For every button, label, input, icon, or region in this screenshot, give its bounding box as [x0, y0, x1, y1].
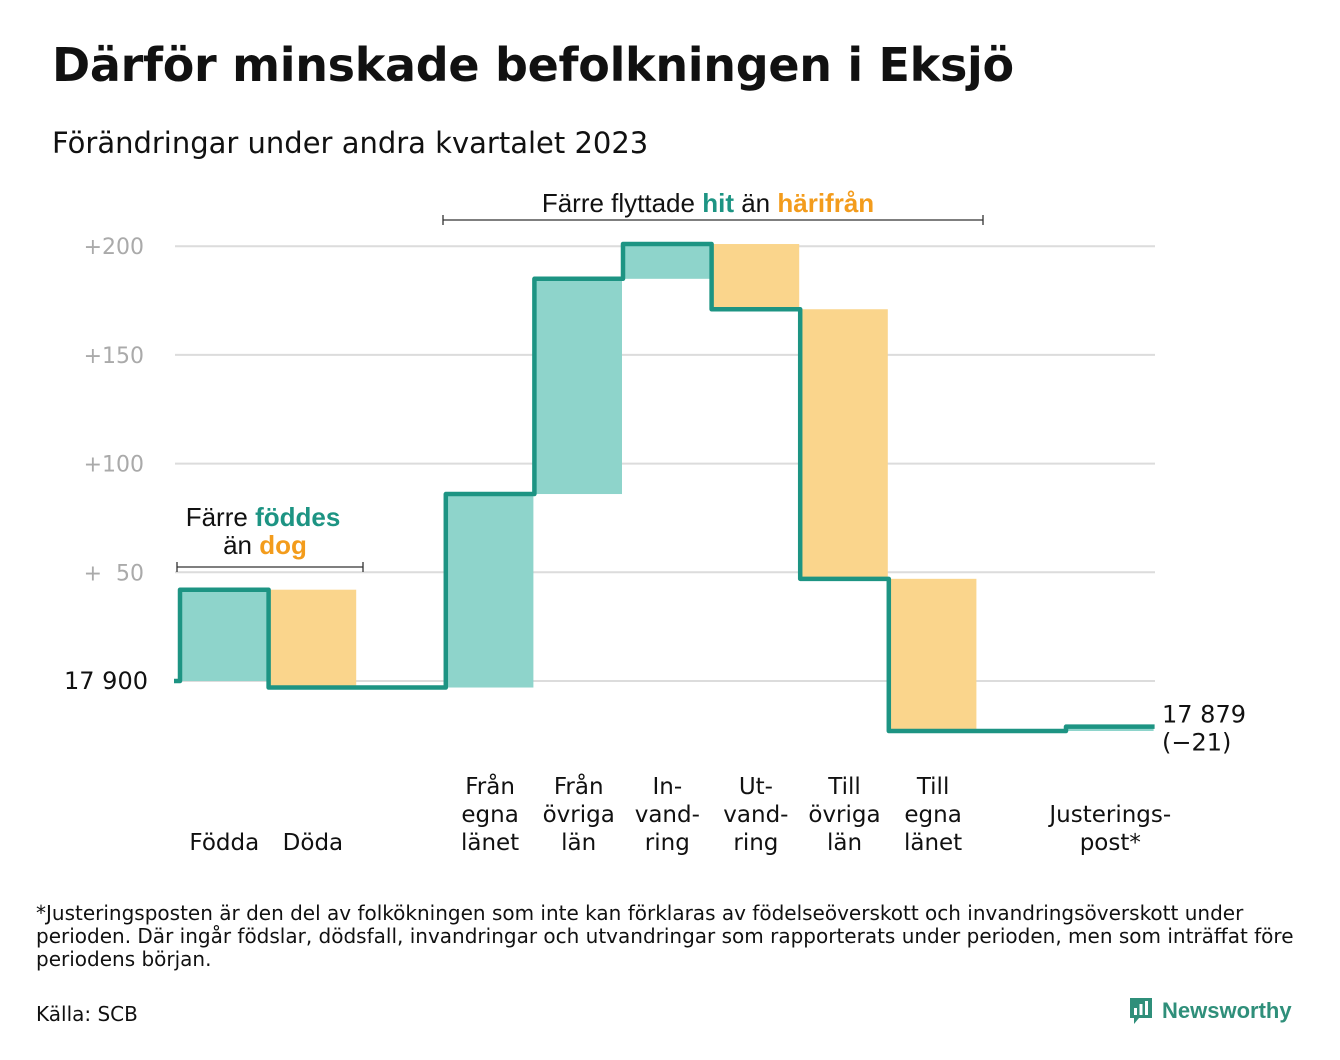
category-label: egna [904, 802, 961, 828]
source-label: Källa: SCB [36, 1002, 138, 1026]
category-label: län [561, 830, 596, 856]
births-highlight: föddes [255, 502, 340, 532]
out-migration-highlight: härifrån [777, 188, 874, 218]
category-label: övriga [543, 802, 615, 828]
category-label: länet [461, 830, 519, 856]
decrease-bar [712, 244, 800, 310]
category-label: Till [916, 774, 950, 800]
category-label: Till [827, 774, 861, 800]
category-label: Från [465, 772, 515, 800]
category-label: Döda [283, 830, 343, 856]
footnote: *Justeringsposten är den del av folkökni… [36, 901, 1294, 971]
category-label: Födda [189, 830, 259, 856]
births-annotation-line1: Färre föddes [186, 502, 341, 532]
category-label: egna [461, 802, 518, 828]
category-label: vand- [635, 802, 700, 828]
y-tick-label: + 50 [84, 561, 144, 586]
decrease-bar [269, 589, 357, 688]
category-label: post* [1080, 830, 1141, 856]
category-label: övriga [808, 802, 880, 828]
category-label: ring [645, 830, 690, 856]
in-migration-highlight: hit [702, 188, 734, 218]
category-label: In- [652, 774, 682, 800]
category-label: län [827, 830, 862, 856]
y-tick-label: +100 [84, 453, 144, 478]
migration-bracket [442, 215, 984, 225]
bar-chart-speech-bubble-icon [1130, 998, 1152, 1024]
chart-title: Därför minskade befolkningen i Eksjö [52, 38, 1014, 92]
migration-annotation: Färre flyttade hit än härifrån [542, 188, 874, 218]
increase-bar [624, 244, 711, 279]
brand-name: Newsworthy [1162, 998, 1292, 1023]
decrease-bar [889, 578, 977, 732]
category-label: ring [733, 830, 778, 856]
births-bracket [176, 562, 364, 572]
category-label: Justerings- [1047, 802, 1171, 828]
end-value-label: 17 879 [1162, 701, 1246, 729]
y-tick-label: +200 [84, 235, 144, 260]
category-label: Från [554, 772, 604, 800]
cumulative-step-line [174, 241, 1155, 734]
category-label: vand- [723, 802, 788, 828]
decrease-bar [801, 309, 888, 579]
chart-subtitle: Förändringar under andra kvartalet 2023 [52, 126, 649, 160]
start-value-label: 17 900 [64, 667, 148, 695]
category-label: länet [904, 830, 962, 856]
end-change-label: (−21) [1162, 729, 1231, 757]
y-tick-label: +150 [84, 344, 144, 369]
increase-bar [181, 589, 268, 681]
brand-logo[interactable]: Newsworthy [1128, 996, 1292, 1026]
deaths-highlight: dog [259, 530, 307, 560]
births-annotation-line2: än dog [223, 530, 307, 560]
increase-bar [446, 494, 534, 688]
category-label: Ut- [739, 774, 773, 800]
increase-bar [535, 278, 622, 495]
